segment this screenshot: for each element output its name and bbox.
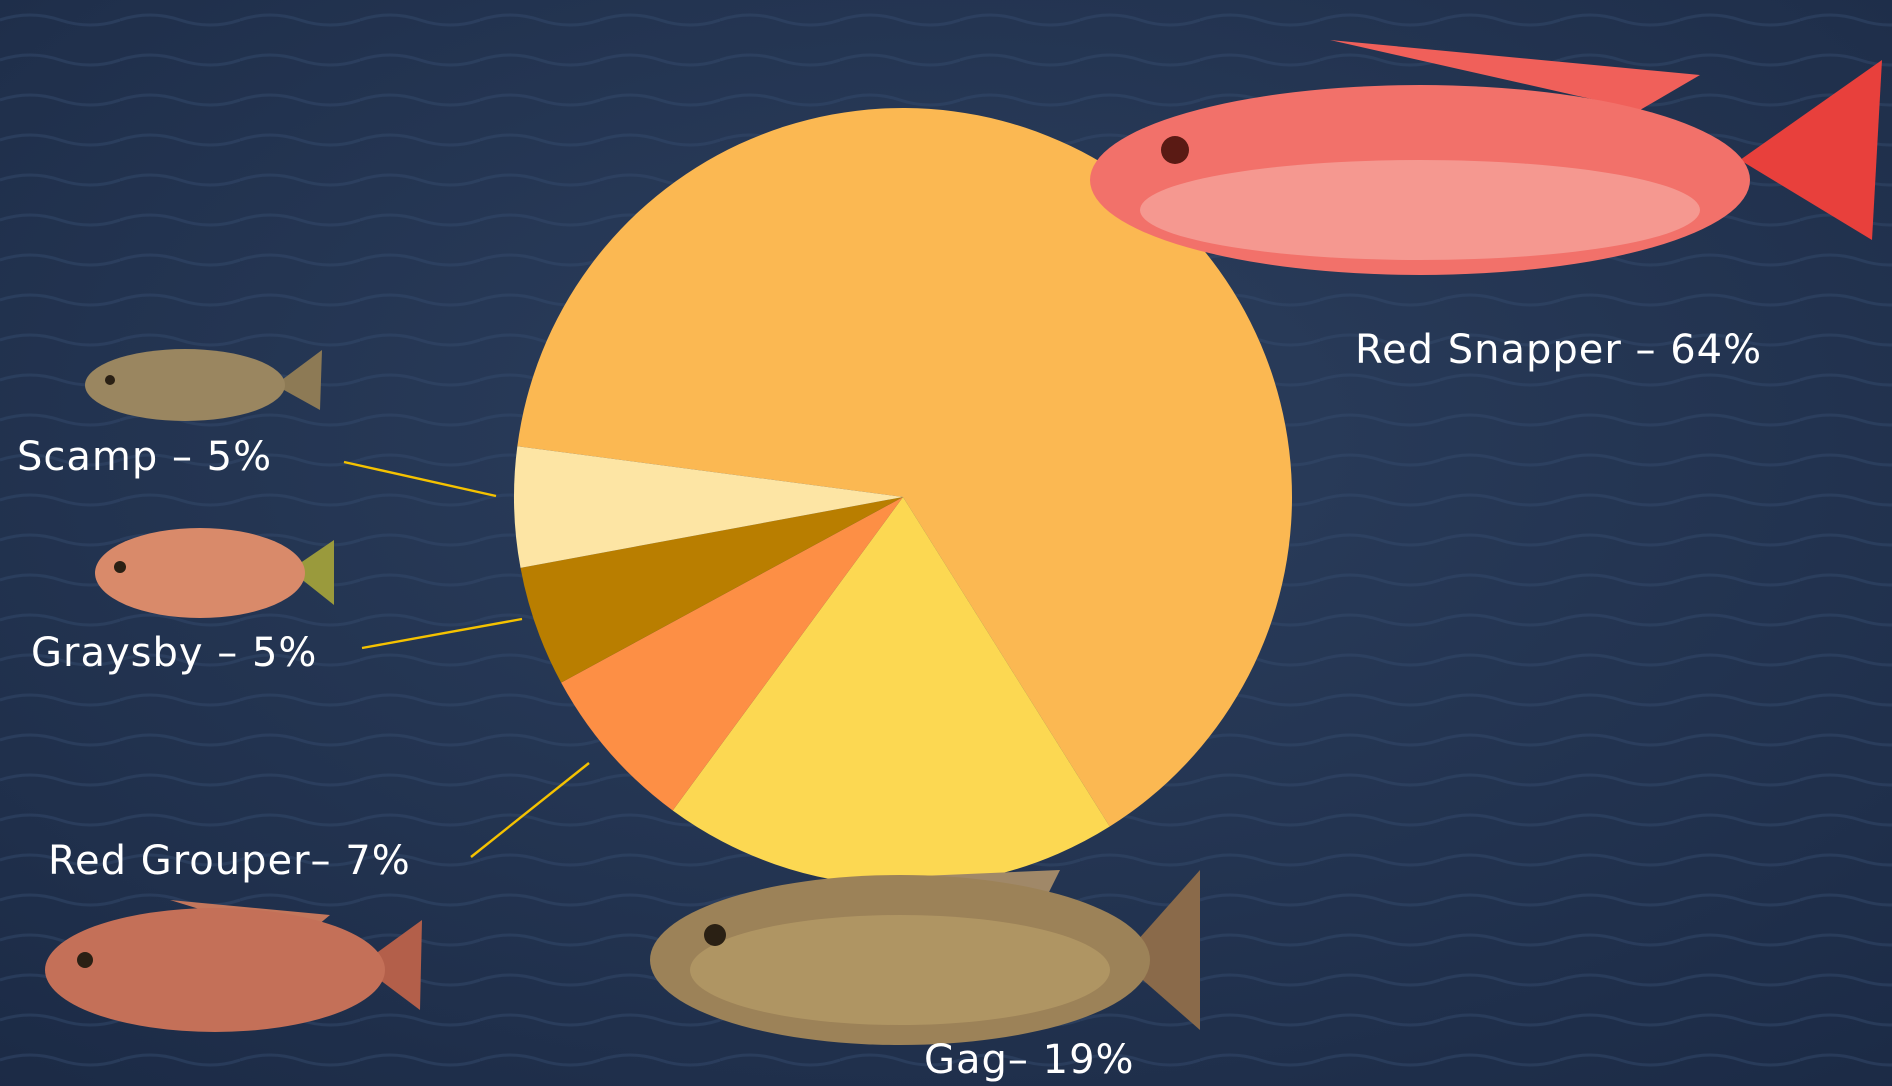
chart: Red Snapper – 64% Gag– 19% Red Grouper– 7%… — [0, 0, 1892, 1086]
page: {"chart_data": { "type": "pie", "values"… — [0, 0, 1892, 1086]
slice-label: Red Grouper– 7% — [48, 838, 411, 884]
slice-label: Scamp – 5% — [17, 434, 272, 480]
slice-label: Red Snapper – 64% — [1355, 327, 1762, 373]
slice-label: Graysby – 5% — [31, 630, 317, 676]
slice-label: Gag– 19% — [924, 1037, 1135, 1083]
